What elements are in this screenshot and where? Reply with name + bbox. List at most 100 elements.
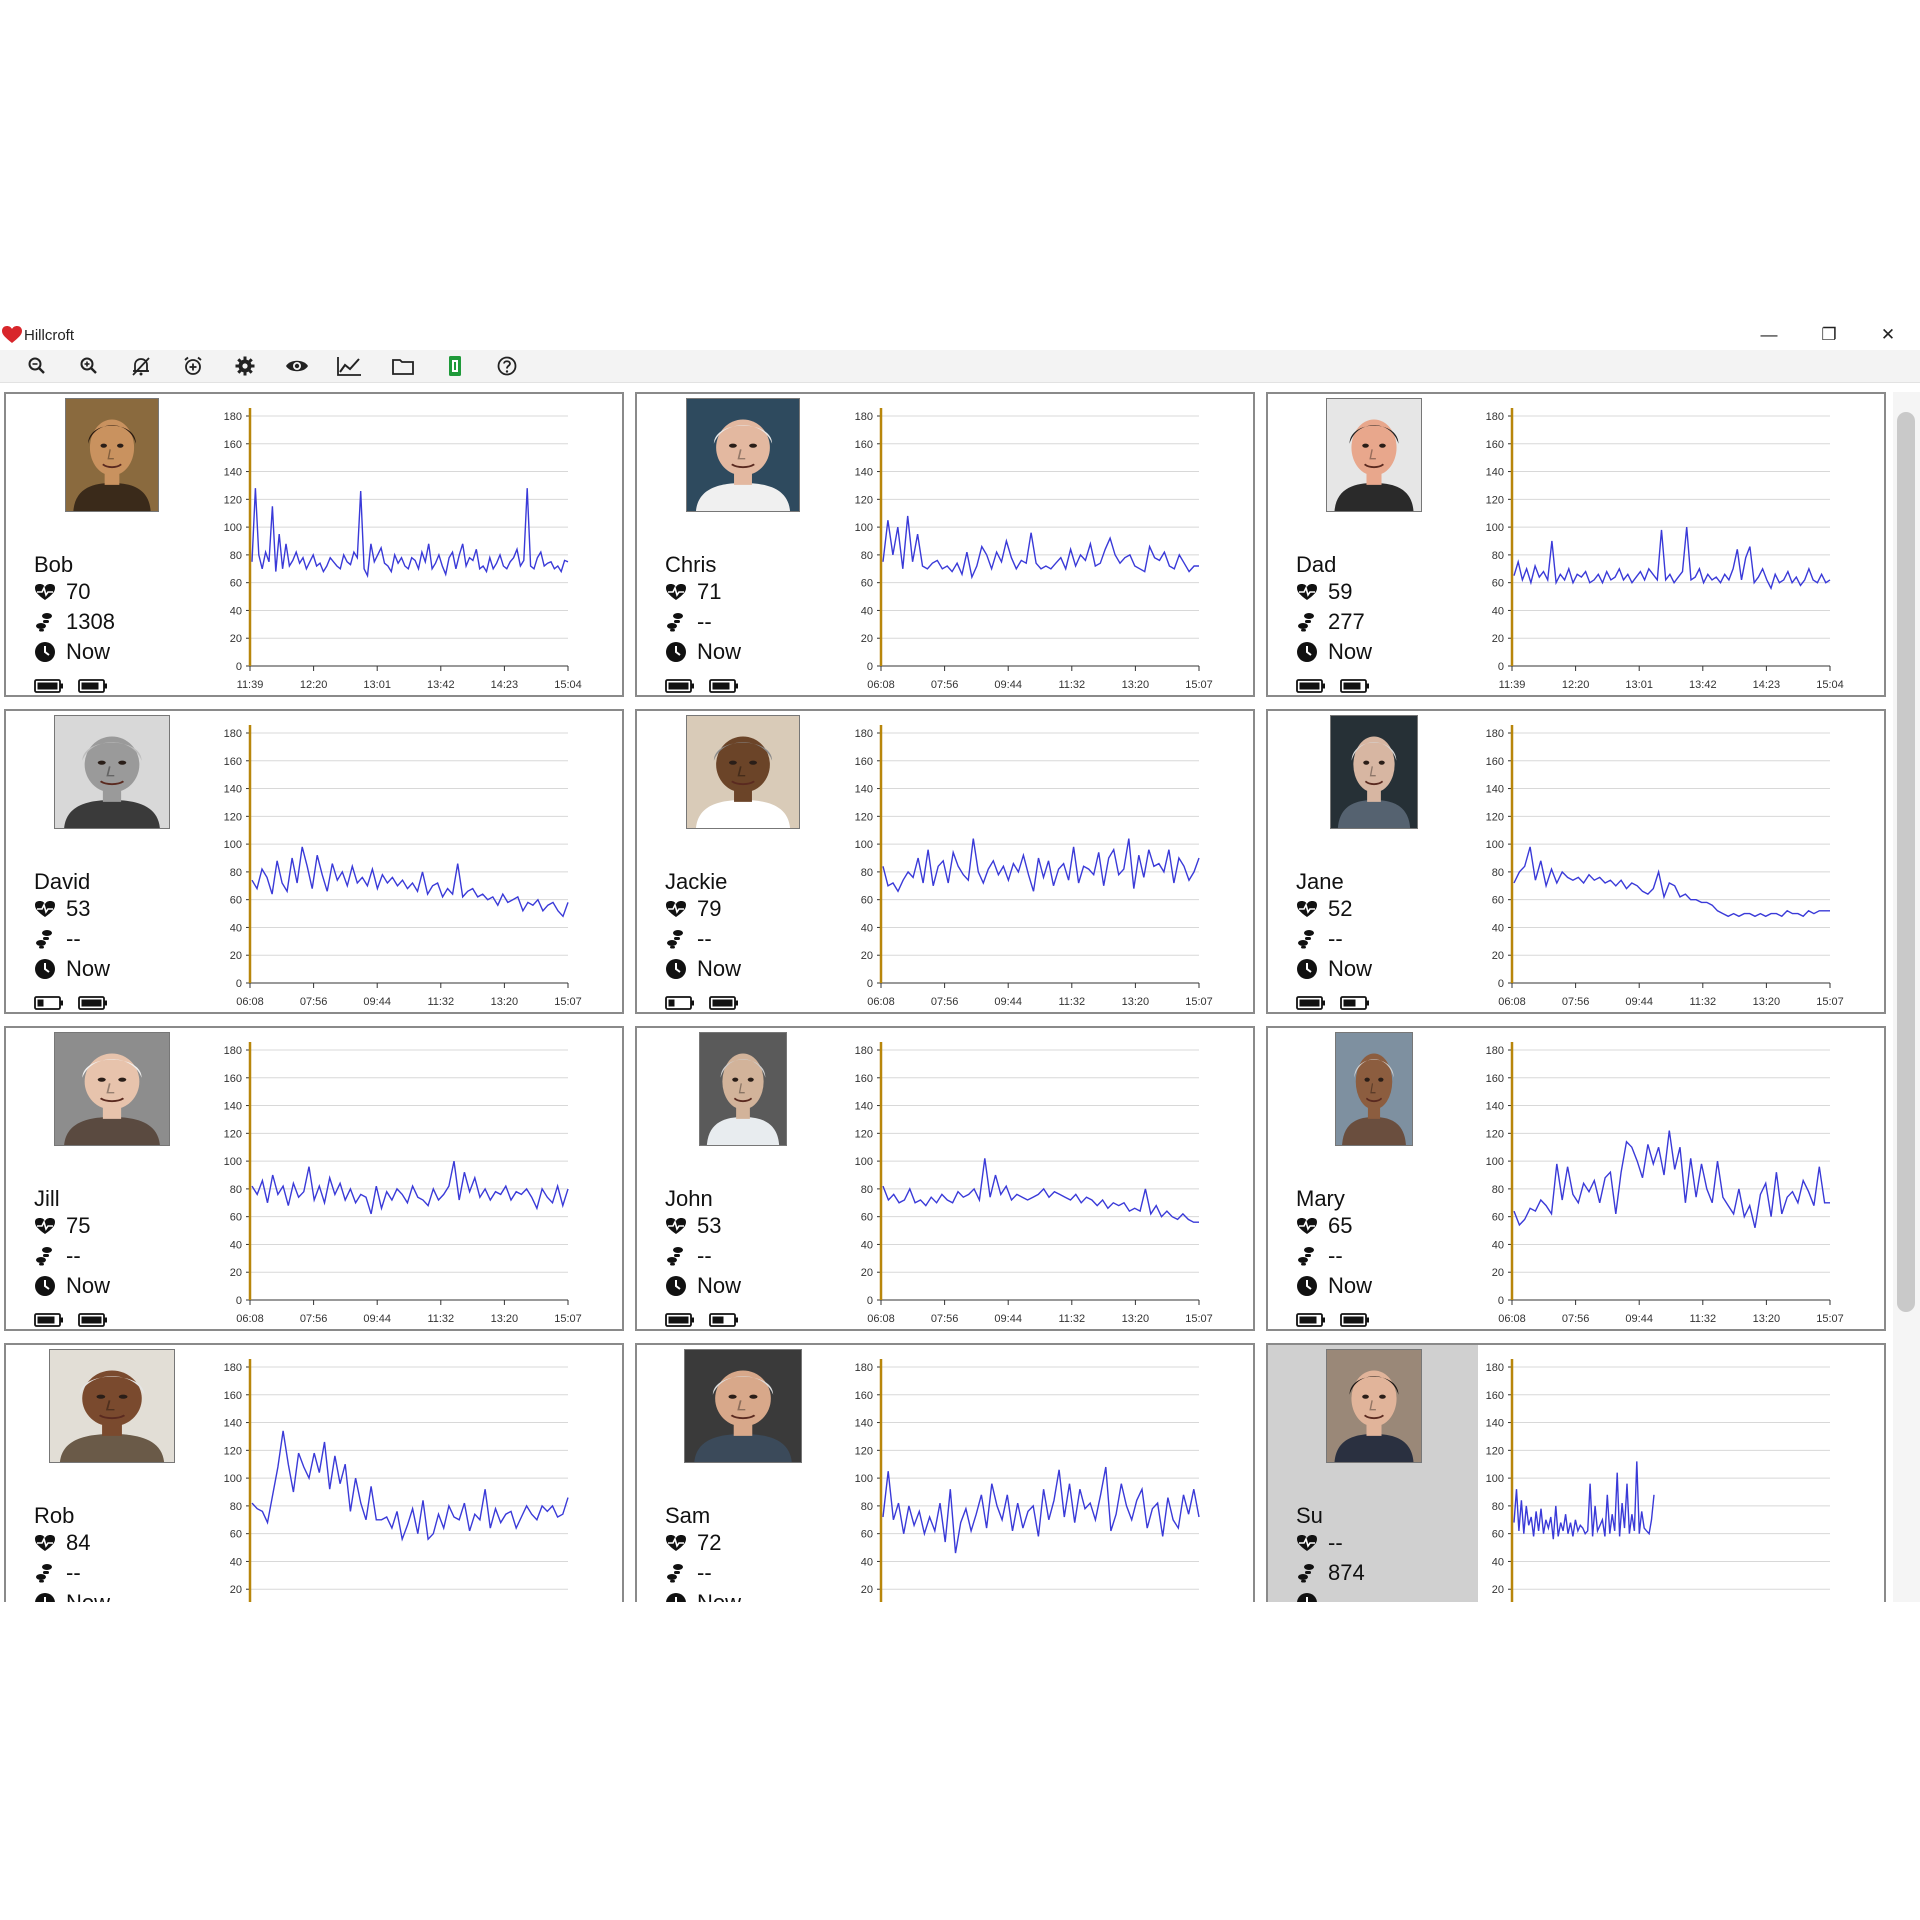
patient-card[interactable]: Mary 65 -- Now 0 20 40 60 80 100 120 140 160 180 06:08… bbox=[1266, 1026, 1886, 1331]
y-tick-label: 60 bbox=[1492, 1529, 1504, 1541]
heart-rate-icon bbox=[1297, 584, 1317, 600]
y-tick-label: 80 bbox=[861, 1184, 873, 1196]
add-alarm-icon[interactable] bbox=[180, 354, 206, 378]
minimize-button[interactable]: — bbox=[1760, 325, 1778, 344]
y-tick-label: 40 bbox=[230, 922, 242, 934]
battery-icon-2 bbox=[1340, 1313, 1369, 1327]
heart-rate-chart: 0 20 40 60 80 100 120 140 160 180 11:39 12:20 13:01 1… bbox=[1486, 408, 1844, 691]
y-tick-label: 20 bbox=[861, 1267, 873, 1279]
zoom-in-icon[interactable] bbox=[76, 354, 102, 378]
steps-row: -- bbox=[1296, 1243, 1343, 1269]
y-tick-label: 140 bbox=[1486, 1101, 1504, 1113]
patient-card[interactable]: David 53 -- Now 0 20 40 60 80 100 120 140 160 180 06:0… bbox=[4, 709, 624, 1014]
footsteps-icon bbox=[667, 1564, 683, 1583]
zoom-out-icon[interactable] bbox=[24, 354, 50, 378]
y-tick-label: 60 bbox=[230, 1529, 242, 1541]
patient-card[interactable]: Dad 59 277 Now 0 20 40 60 80 100 120 140 160 180 11:39… bbox=[1266, 392, 1886, 697]
scrollbar-thumb[interactable] bbox=[1897, 412, 1915, 1312]
heart-rate-row: 53 bbox=[34, 896, 90, 922]
y-tick-label: 80 bbox=[861, 550, 873, 562]
heart-rate-row: -- bbox=[1296, 1530, 1343, 1556]
heart-rate-chart: 0 20 40 60 80 100 120 140 160 180 06:08 07:56 09:44 1… bbox=[224, 1042, 582, 1325]
patient-photo bbox=[686, 398, 800, 512]
last-update-row: Now bbox=[665, 639, 741, 665]
last-update-row: Now bbox=[34, 956, 110, 982]
patient-card[interactable]: Rob84--Now02040608010012014016018006:080… bbox=[4, 1343, 624, 1602]
heart-rate-icon bbox=[666, 1535, 686, 1551]
heart-rate-icon bbox=[35, 901, 55, 917]
y-tick-label: 180 bbox=[855, 411, 873, 423]
y-tick-label: 20 bbox=[861, 1584, 873, 1596]
heart-rate-series-line bbox=[1513, 527, 1831, 591]
x-tick-label: 06:08 bbox=[1498, 996, 1526, 1008]
patient-card[interactable]: John 53 -- Now 0 20 40 60 80 100 120 140 160 180 06:08… bbox=[635, 1026, 1255, 1331]
steps-value: -- bbox=[697, 609, 712, 634]
trend-chart-icon[interactable] bbox=[336, 354, 362, 378]
heart-rate-value: 71 bbox=[697, 579, 722, 604]
mute-alarm-icon[interactable] bbox=[128, 354, 154, 378]
title-bar[interactable]: Hillcroft — ❐ ✕ bbox=[0, 320, 1920, 350]
heart-rate-series-line bbox=[882, 1158, 1199, 1223]
x-tick-label: 11:39 bbox=[237, 679, 264, 691]
footsteps-icon bbox=[1298, 930, 1314, 949]
y-tick-label: 160 bbox=[224, 756, 242, 768]
heart-rate-chart: 0 20 40 60 80 100 120 140 160 180 06:08 07:56 09:44 1… bbox=[855, 1042, 1213, 1325]
heart-rate-series-line bbox=[882, 1466, 1200, 1554]
last-update-row: Now bbox=[665, 1273, 741, 1299]
x-tick-label: 09:44 bbox=[363, 996, 391, 1008]
heart-rate-icon bbox=[1297, 1218, 1317, 1234]
x-tick-label: 11:32 bbox=[1058, 1313, 1085, 1325]
device-icon[interactable] bbox=[442, 354, 468, 378]
y-tick-label: 120 bbox=[1486, 494, 1504, 506]
clock-icon bbox=[35, 1276, 55, 1296]
close-button[interactable]: ✕ bbox=[1880, 325, 1896, 344]
steps-row: 874 bbox=[1296, 1560, 1365, 1586]
patient-card[interactable]: Sam72--Now02040608010012014016018006:080… bbox=[635, 1343, 1255, 1602]
last-update-row: Now bbox=[1296, 956, 1372, 982]
settings-gear-icon[interactable] bbox=[232, 354, 258, 378]
y-tick-label: 60 bbox=[861, 1212, 873, 1224]
x-tick-label: 13:42 bbox=[427, 679, 455, 691]
patient-card[interactable]: Jane 52 -- Now 0 20 40 60 80 100 120 140 160 180 06:08… bbox=[1266, 709, 1886, 1014]
steps-value: -- bbox=[697, 926, 712, 951]
y-tick-label: 80 bbox=[1492, 550, 1504, 562]
last-update-value: Now bbox=[697, 639, 742, 664]
y-tick-label: 160 bbox=[1486, 1073, 1504, 1085]
heart-rate-icon bbox=[35, 584, 55, 600]
x-tick-label: 09:44 bbox=[994, 1313, 1022, 1325]
patient-photo bbox=[699, 1032, 787, 1146]
y-tick-label: 120 bbox=[1486, 1128, 1504, 1140]
patient-grid: Bob 70 1308 Now 0 20 40 60 80 100 120 140 160 180 11:3… bbox=[4, 392, 1890, 1602]
heart-rate-chart: 0 20 40 60 80 100 120 140 160 180 06:08 07:56 09:44 1… bbox=[224, 725, 582, 1008]
y-tick-label: 180 bbox=[1486, 728, 1504, 740]
y-tick-label: 40 bbox=[861, 922, 873, 934]
heart-rate-value: 52 bbox=[1328, 896, 1353, 921]
patient-card[interactable]: Jill 75 -- Now 0 20 40 60 80 100 120 140 160 180 06:08… bbox=[4, 1026, 624, 1331]
y-tick-label: 80 bbox=[230, 867, 242, 879]
patient-card[interactable]: Su -- 874 0 20 40 60 80 100 120 140 160 180 bbox=[1266, 1343, 1886, 1602]
patient-card[interactable]: Jackie 79 -- Now 0 20 40 60 80 100 120 140 160 180 06:… bbox=[635, 709, 1255, 1014]
folder-icon[interactable] bbox=[390, 354, 416, 378]
y-tick-label: 20 bbox=[1492, 1584, 1504, 1596]
patient-info: Dad 59 277 Now bbox=[1268, 394, 1478, 695]
patient-card[interactable]: Bob 70 1308 Now 0 20 40 60 80 100 120 140 160 180 11:3… bbox=[4, 392, 624, 697]
battery-icon-2 bbox=[709, 1313, 738, 1327]
eye-icon[interactable] bbox=[284, 354, 310, 378]
vertical-scrollbar[interactable] bbox=[1893, 392, 1920, 1602]
restore-button[interactable]: ❐ bbox=[1821, 325, 1837, 344]
y-tick-label: 120 bbox=[224, 811, 242, 823]
y-tick-label: 180 bbox=[224, 411, 242, 423]
battery-levels bbox=[665, 995, 753, 1011]
heart-rate-series-line bbox=[251, 846, 569, 918]
y-tick-label: 80 bbox=[230, 550, 242, 562]
patient-card[interactable]: Chris 71 -- Now 0 20 40 60 80 100 120 140 160 180 06:0… bbox=[635, 392, 1255, 697]
heart-rate-icon bbox=[666, 1218, 686, 1234]
x-tick-label: 11:32 bbox=[1689, 996, 1716, 1008]
y-tick-label: 120 bbox=[224, 1128, 242, 1140]
heart-rate-value: -- bbox=[1328, 1530, 1343, 1555]
help-icon[interactable] bbox=[494, 354, 520, 378]
last-update-row: Now bbox=[34, 639, 110, 665]
y-tick-label: 160 bbox=[1486, 756, 1504, 768]
heart-rate-series-line bbox=[251, 1430, 569, 1542]
